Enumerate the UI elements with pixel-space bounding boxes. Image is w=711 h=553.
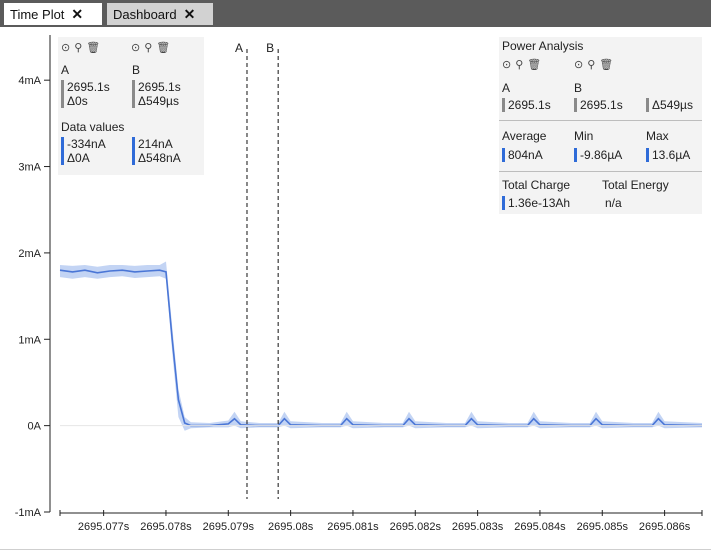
cursor-a-value-delta: Δ0A — [67, 151, 90, 165]
axis-layer: -1mA 0A 1mA 2mA 3mA 4mA 2695.077s 2695.078s 2695… — [15, 35, 703, 533]
time-plot-chart[interactable]: -1mA 0A 1mA 2mA 3mA 4mA 2695.077s 2695.078s 2695… — [0, 27, 711, 549]
target-icon[interactable]: ⊙ — [131, 42, 145, 54]
pin-icon[interactable]: ⚲ — [587, 59, 600, 71]
x-tick-label: 2695.081s — [327, 521, 379, 533]
y-tick-label: 0A — [28, 421, 42, 433]
cursor-b-value-delta: Δ548nA — [138, 151, 181, 165]
pin-icon[interactable]: ⚲ — [515, 59, 528, 71]
cursor-a-times: 2695.1s Δ0s — [61, 80, 110, 108]
min-value: -9.86µA — [574, 148, 622, 162]
x-tick-label: 2695.082s — [390, 521, 442, 533]
power-a-label: A — [502, 81, 511, 95]
tab-label: Dashboard — [113, 6, 177, 22]
cursor-b-times: 2695.1s Δ549µs — [132, 80, 181, 108]
cursor-b-values: 214nA Δ548nA — [132, 137, 181, 165]
x-tick-label: 2695.086s — [639, 521, 691, 533]
pin-icon[interactable]: ⚲ — [144, 42, 157, 54]
power-a-time: 2695.1s — [502, 98, 551, 112]
x-tick-label: 2695.077s — [78, 521, 130, 533]
tab-label: Time Plot — [10, 6, 65, 22]
average-value: 804nA — [502, 148, 543, 162]
target-icon[interactable]: ⊙ — [502, 59, 516, 71]
x-tick-label: 2695.079s — [203, 521, 255, 533]
min-label: Min — [574, 129, 594, 143]
average-label: Average — [502, 129, 547, 143]
bottom-border — [0, 549, 711, 550]
total-energy-value: n/a — [605, 196, 622, 210]
tab-bar: Time Plot ✕ Dashboard ✕ — [0, 0, 711, 27]
cursor-label: A — [235, 41, 243, 55]
total-charge-value: 1.36e-13Ah — [502, 196, 570, 210]
tab-dashboard[interactable]: Dashboard ✕ — [107, 3, 213, 25]
close-icon[interactable]: ✕ — [71, 5, 84, 22]
x-tick-label: 2695.084s — [514, 521, 566, 533]
line-layer — [59, 269, 703, 427]
x-tick-label: 2695.08s — [268, 521, 314, 533]
trash-icon[interactable]: 🗑 — [599, 59, 618, 71]
cursor-a-label: A — [61, 63, 70, 77]
y-tick-label: -1mA — [15, 507, 42, 519]
target-icon[interactable]: ⊙ — [61, 42, 75, 54]
cursor-a-time: 2695.1s — [67, 80, 110, 94]
cursor-a-values: -334nA Δ0A — [61, 137, 106, 165]
y-tick-label: 1mA — [18, 334, 41, 346]
tab-time-plot[interactable]: Time Plot ✕ — [4, 3, 102, 25]
max-label: Max — [646, 129, 669, 143]
x-tick-label: 2695.078s — [140, 521, 192, 533]
power-a-tools: ⊙⚲🗑 — [502, 58, 545, 71]
cursor-b-label: B — [132, 63, 141, 77]
target-icon[interactable]: ⊙ — [574, 59, 588, 71]
divider — [499, 171, 702, 172]
power-b-tools: ⊙⚲🗑 — [574, 58, 617, 71]
y-tick-label: 3mA — [18, 162, 41, 174]
cursor-label: B — [266, 41, 274, 55]
band-layer — [60, 261, 702, 431]
max-value: 13.6µA — [646, 148, 690, 162]
cursor-a-tools: ⊙⚲🗑 — [61, 41, 104, 54]
cursor-b-tools: ⊙⚲🗑 — [131, 41, 174, 54]
y-tick-label: 2mA — [18, 248, 41, 260]
power-b-time: 2695.1s — [574, 98, 623, 112]
series-line — [59, 269, 703, 427]
cursor-a-delta: Δ0s — [67, 94, 88, 108]
trash-icon[interactable]: 🗑 — [156, 42, 175, 54]
x-tick-label: 2695.085s — [577, 521, 629, 533]
cursor-b-value: 214nA — [138, 137, 173, 151]
x-tick-label: 2695.083s — [452, 521, 504, 533]
y-tick-label: 4mA — [18, 75, 41, 87]
total-charge-label: Total Charge — [502, 178, 571, 192]
data-values-title: Data values — [61, 120, 125, 134]
series-band — [60, 261, 702, 431]
divider — [499, 120, 702, 121]
cursor-b-delta: Δ549µs — [138, 94, 179, 108]
pin-icon[interactable]: ⚲ — [74, 42, 87, 54]
cursor-panel: ⊙⚲🗑 ⊙⚲🗑 A B 2695.1s Δ0s 2695.1s Δ549µs D… — [58, 37, 204, 175]
power-delta: Δ549µs — [646, 98, 693, 112]
total-energy-label: Total Energy — [602, 178, 669, 192]
trash-icon[interactable]: 🗑 — [86, 42, 105, 54]
cursor-b-time: 2695.1s — [138, 80, 181, 94]
close-icon[interactable]: ✕ — [183, 5, 196, 22]
power-analysis-title: Power Analysis — [502, 39, 584, 53]
cursor-a-value: -334nA — [67, 137, 106, 151]
trash-icon[interactable]: 🗑 — [527, 59, 546, 71]
power-analysis-panel: Power Analysis ⊙⚲🗑 ⊙⚲🗑 A B 2695.1s 2695.… — [499, 37, 702, 214]
power-b-label: B — [574, 81, 583, 95]
